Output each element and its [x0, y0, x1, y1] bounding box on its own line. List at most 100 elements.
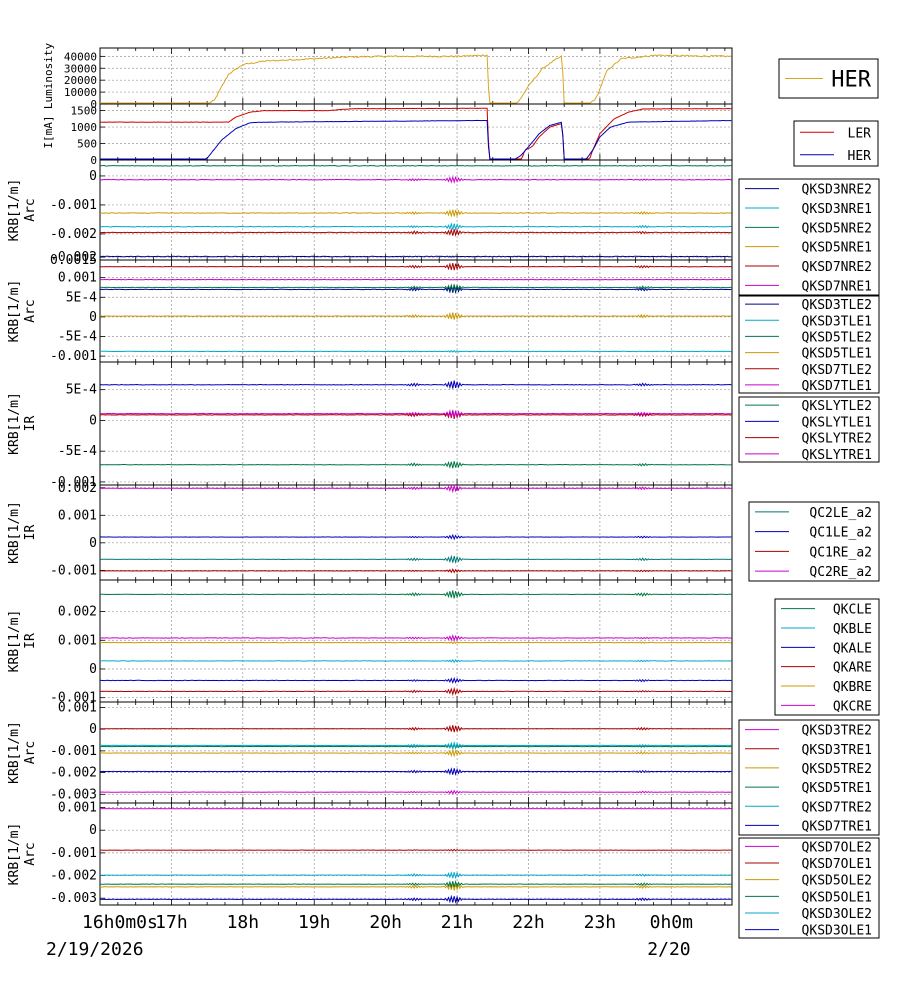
y-tick-label: 0 — [89, 722, 97, 737]
y-tick-label: -0.002 — [50, 250, 97, 265]
chart-panel-4: 0.0015 0.001 5E-4 0 -5E-4 -0.001 KRB[1/m] Arc QK… — [7, 253, 880, 394]
y-axis-sublabel: Arc — [23, 842, 38, 865]
y-tick-label: 0.0015 — [50, 253, 97, 268]
series-line — [99, 409, 732, 419]
legend-box — [748, 501, 880, 582]
y-tick-label: -0.001 — [50, 691, 97, 706]
series-line — [99, 590, 732, 599]
legend-label: QKCLE — [833, 603, 872, 618]
legend-label: QKSD3TLE1 — [802, 314, 872, 329]
series-line — [100, 743, 732, 751]
chart-panel-6: 0.002 0.001 0 -0.001 KRB[1/m] IR QC2LE_a2 QC1LE… — [7, 481, 880, 582]
x-tick-label: 17h — [155, 912, 188, 933]
y-tick-label: 10000 — [64, 86, 97, 99]
series-line — [100, 686, 732, 697]
legend-label: QC1LE_a2 — [809, 526, 872, 541]
y-tick-label: -0.001 — [50, 349, 97, 364]
legend-label: QKSD3NRE1 — [802, 202, 872, 217]
series-line — [99, 767, 732, 776]
legend-label: QKSD3TRE2 — [802, 724, 872, 739]
series-line — [99, 227, 732, 238]
legend-label: QKSD5NRE1 — [802, 241, 872, 256]
legend-label: QKARE — [833, 661, 872, 676]
legend-box — [774, 598, 880, 716]
y-tick-label: 30000 — [64, 62, 97, 75]
y-axis-label: Luminosity — [42, 43, 55, 110]
series-line — [99, 255, 732, 258]
x-tick-label: 18h — [227, 912, 260, 933]
series-line — [100, 119, 732, 160]
legend-label: QKSD3OLE2 — [802, 907, 872, 922]
y-axis-sublabel: IR — [23, 525, 38, 541]
series-line — [99, 380, 732, 390]
legend-label: QKSD7NRE2 — [802, 260, 872, 275]
series-line — [99, 748, 732, 758]
legend-label: QKSD5TRE2 — [802, 762, 872, 777]
chart-panel-8: 0.001 0 -0.001 -0.002 -0.003 KRB[1/m] Arc QKSD3… — [7, 700, 880, 836]
plot-frame — [99, 361, 733, 486]
legend: QKCLE QKBLE QKALE QKARE QKBRE QKCRE — [774, 598, 880, 716]
series-line — [99, 484, 732, 494]
x-date-label: 2/19/2026 — [46, 939, 144, 960]
plot-frame — [99, 159, 733, 261]
y-tick-label: 0 — [89, 536, 97, 551]
y-tick-label: 0 — [89, 310, 97, 325]
y-tick-label: 0 — [89, 169, 97, 184]
y-tick-label: -0.001 — [50, 744, 97, 759]
series-line — [99, 879, 732, 889]
x-tick-label: 0h0m — [650, 912, 693, 933]
legend-label: QKSD3TLE2 — [802, 298, 872, 313]
legend: QKSD3NRE2 QKSD3NRE1 QKSD5NRE2 QKSD5NRE1 QKSD… — [738, 178, 880, 296]
series-line — [100, 676, 732, 684]
x-tick-label: 16h0m0s — [82, 912, 158, 933]
series-line — [100, 848, 732, 852]
legend-label: QKBRE — [833, 680, 872, 695]
legend-label: QKSLYTLE2 — [802, 399, 872, 414]
x-tick-label: 22h — [512, 912, 545, 933]
legend-label: QKSD5NRE2 — [802, 221, 872, 236]
legend-label: QKSD5OLE1 — [802, 890, 872, 905]
legend-label: QC1RE_a2 — [809, 545, 872, 560]
y-axis-label: KRB[1/m] — [7, 501, 22, 564]
y-axis-label: KRB[1/m] — [7, 392, 22, 455]
series-line — [99, 410, 732, 419]
series-line — [99, 311, 732, 321]
y-tick-label: 0 — [90, 98, 97, 111]
series-line — [99, 262, 732, 271]
plot-frame — [99, 259, 733, 363]
legend-label: QKSLYTRE1 — [802, 448, 872, 463]
legend-label: HER — [831, 68, 871, 93]
series-line — [99, 533, 732, 541]
legend-label: QKSD7TRE2 — [802, 800, 872, 815]
series-line — [99, 724, 732, 733]
legend-label: QKALE — [833, 641, 872, 656]
series-line — [100, 283, 732, 293]
chart-panel-2: 0 500 1000 1500 I[mA] LER HER — [42, 103, 879, 167]
series-line — [99, 278, 732, 281]
legend-label: QKSD5TLE1 — [802, 347, 872, 362]
legend-label: QKSD3TRE1 — [802, 743, 872, 758]
y-tick-label: 1000 — [71, 121, 98, 134]
y-tick-label: 0.002 — [58, 605, 97, 620]
y-tick-label: -5E-4 — [58, 330, 97, 345]
plot-frame — [99, 103, 733, 161]
y-tick-label: 0.001 — [58, 801, 97, 816]
plot-frame — [99, 802, 733, 906]
legend-label: QKSLYTRE2 — [802, 432, 872, 447]
y-tick-label: 0.001 — [58, 508, 97, 523]
y-axis-sublabel: IR — [23, 416, 38, 432]
y-tick-label: 0 — [89, 413, 97, 428]
series-line — [99, 882, 732, 892]
y-tick-label: 1500 — [71, 105, 98, 118]
y-tick-label: 0.002 — [58, 481, 97, 496]
y-tick-label: 0 — [90, 154, 97, 167]
plot-frame — [99, 579, 733, 703]
y-axis-label: KRB[1/m] — [7, 280, 22, 343]
y-axis-label: I[mA] — [42, 115, 55, 148]
y-axis-label: KRB[1/m] — [7, 610, 22, 673]
legend-label: QKSD5OLE2 — [802, 874, 872, 889]
